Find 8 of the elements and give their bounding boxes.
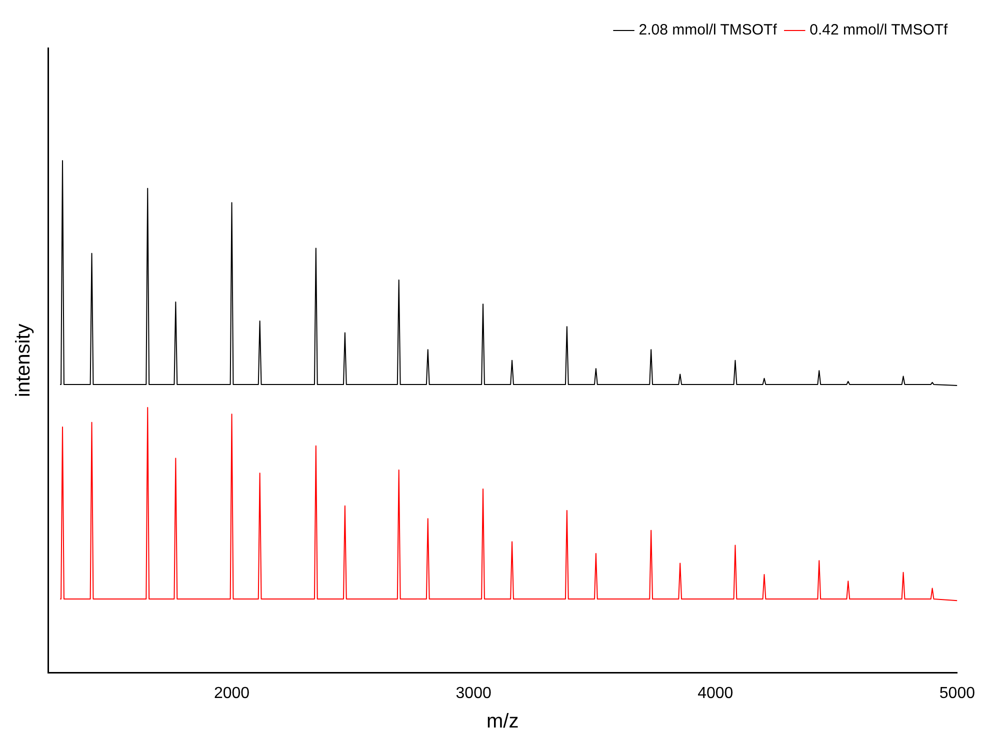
- x-tick-label: 3000: [456, 684, 492, 702]
- legend-label: 2.08 mmol/l TMSOTf: [638, 22, 778, 39]
- x-tick-label: 5000: [939, 684, 976, 702]
- y-axis-title: intensity: [12, 324, 35, 398]
- legend-label: 0.42 mmol/l TMSOTf: [810, 22, 949, 39]
- x-tick-label: 2000: [214, 684, 250, 702]
- x-tick-label: 4000: [698, 684, 734, 702]
- x-axis-title: m/z: [486, 710, 519, 733]
